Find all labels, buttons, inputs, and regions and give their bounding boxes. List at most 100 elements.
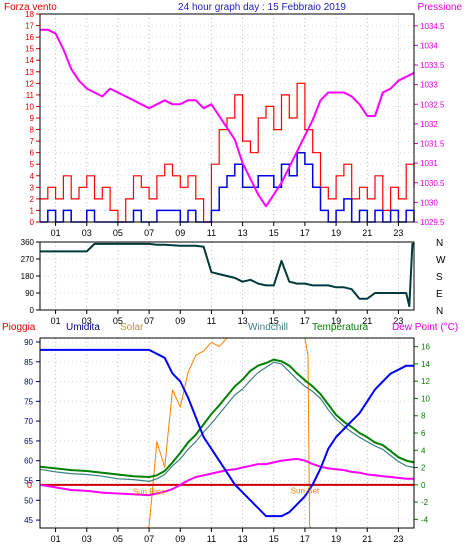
chart-title: 24 hour graph day : 15 Febbraio 2019 bbox=[178, 2, 346, 13]
humidity-ytick-label: 50 bbox=[24, 496, 33, 505]
pressure-ytick-label: 1031 bbox=[420, 159, 438, 168]
temperature-ytick-label: 16 bbox=[421, 343, 430, 352]
direction-panel-xtick-label: 03 bbox=[82, 316, 92, 326]
sunset-label: Sun Set bbox=[291, 487, 320, 496]
pressure-ytick-label: 1034 bbox=[420, 41, 438, 50]
climate-panel-xtick-label: 07 bbox=[144, 534, 154, 544]
temperature-ytick-label: -4 bbox=[421, 515, 429, 524]
temperature-ytick-label: -2 bbox=[421, 498, 429, 507]
direction-panel-frame bbox=[39, 241, 415, 311]
legend-solar: Solar bbox=[120, 322, 144, 333]
wind-panel-xtick-label: 03 bbox=[82, 228, 92, 238]
climate-panel-xtick-label: 09 bbox=[175, 534, 185, 544]
temperature-ytick-label: 14 bbox=[421, 360, 430, 369]
pressure-ytick-label: 1030 bbox=[420, 198, 438, 207]
legend-pioggia: Pioggia bbox=[2, 322, 36, 333]
wind-panel-xtick-label: 15 bbox=[269, 228, 279, 238]
direction-panel-xtick-label: 07 bbox=[144, 316, 154, 326]
wind-panel-xtick-label: 19 bbox=[331, 228, 341, 238]
climate-panel-xtick-label: 19 bbox=[331, 534, 341, 544]
dew-point-series-line bbox=[39, 457, 414, 497]
direction-panel-xtick-label: 09 bbox=[175, 316, 185, 326]
wind-ytick-label: 17 bbox=[25, 22, 34, 31]
pressure-ytick-label: 1030.5 bbox=[420, 179, 445, 188]
wind-panel-xtick-label: 13 bbox=[238, 228, 248, 238]
climate-panel-xtick-label: 17 bbox=[300, 534, 310, 544]
direction-ytick-label: 360 bbox=[21, 238, 35, 247]
wind-ytick-label: 7 bbox=[30, 137, 35, 146]
direction-panel-xtick-label: 05 bbox=[113, 316, 123, 326]
temperature-ytick-label: 0 bbox=[421, 481, 426, 490]
direction-panel-xtick-label: 19 bbox=[331, 316, 341, 326]
pressure-ytick-label: 1032.5 bbox=[420, 100, 445, 109]
climate-panel-frame bbox=[39, 337, 415, 529]
wind-ytick-label: 18 bbox=[25, 10, 34, 19]
direction-ytick-label: 90 bbox=[25, 289, 34, 298]
compass-label: S bbox=[436, 272, 443, 283]
wind-panel-xtick-label: 07 bbox=[144, 228, 154, 238]
humidity-ytick-label: 90 bbox=[24, 338, 33, 347]
legend-dew-point-c: Dew Point (°C) bbox=[392, 322, 458, 333]
humidity-series-line bbox=[40, 348, 414, 518]
windchill-series-line bbox=[39, 361, 415, 482]
wind-panel-xtick-label: 05 bbox=[113, 228, 123, 238]
wind-axis-title: Forza vento bbox=[4, 2, 57, 13]
direction-ytick-label: 270 bbox=[21, 255, 35, 264]
legend-windchill: Windchill bbox=[248, 322, 288, 333]
climate-panel-xtick-label: 11 bbox=[207, 534, 216, 544]
wind-ytick-label: 9 bbox=[30, 114, 35, 123]
wind-ytick-label: 2 bbox=[30, 195, 35, 204]
compass-label: N bbox=[436, 238, 443, 249]
pressure-ytick-label: 1033 bbox=[420, 81, 438, 90]
wind-panel-xtick-label: 23 bbox=[393, 228, 403, 238]
wind-panel-xtick-label: 21 bbox=[362, 228, 372, 238]
wind-panel-xtick-label: 09 bbox=[175, 228, 185, 238]
pressure-ytick-label: 1032 bbox=[420, 120, 438, 129]
wind-ytick-label: 1 bbox=[30, 206, 35, 215]
compass-label: N bbox=[436, 306, 443, 317]
direction-panel-xtick-label: 11 bbox=[207, 316, 216, 326]
wind-panel-frame bbox=[39, 13, 415, 223]
legend-temperatura: Temperatura bbox=[312, 322, 369, 333]
humidity-ytick-label: 60 bbox=[24, 457, 33, 466]
humidity-ytick-label: 70 bbox=[24, 417, 33, 426]
humidity-ytick-label: 75 bbox=[24, 397, 33, 406]
temperature-ytick-label: 4 bbox=[421, 446, 426, 455]
rain-value-label: 0 bbox=[27, 480, 32, 490]
direction-series-line bbox=[40, 242, 414, 308]
temperature-ytick-label: 10 bbox=[421, 394, 430, 403]
pressure-ytick-label: 1029.5 bbox=[420, 218, 445, 227]
direction-panel-xtick-label: 01 bbox=[51, 316, 61, 326]
wind-ytick-label: 11 bbox=[26, 91, 35, 100]
direction-ytick-label: 180 bbox=[21, 272, 35, 281]
wind-ytick-label: 3 bbox=[30, 183, 35, 192]
temperature-ytick-label: 8 bbox=[421, 412, 426, 421]
climate-panel-xtick-label: 03 bbox=[82, 534, 92, 544]
temperature-ytick-label: 12 bbox=[421, 377, 430, 386]
wind-ytick-label: 12 bbox=[25, 79, 34, 88]
humidity-ytick-label: 80 bbox=[24, 378, 33, 387]
wind-ytick-label: 14 bbox=[25, 56, 34, 65]
direction-panel-xtick-label: 13 bbox=[238, 316, 248, 326]
climate-panel-xtick-label: 13 bbox=[238, 534, 248, 544]
direction-panel-xtick-label: 15 bbox=[269, 316, 279, 326]
direction-panel-xtick-label: 21 bbox=[362, 316, 372, 326]
direction-panel-xtick-label: 17 bbox=[300, 316, 310, 326]
wind-ytick-label: 16 bbox=[25, 33, 34, 42]
temperature-series-line bbox=[39, 358, 415, 478]
temperature-ytick-label: 2 bbox=[421, 464, 426, 473]
wind-panel-xtick-label: 17 bbox=[300, 228, 310, 238]
humidity-ytick-label: 65 bbox=[24, 437, 33, 446]
pressure-ytick-label: 1033.5 bbox=[420, 61, 445, 70]
climate-panel-xtick-label: 21 bbox=[362, 534, 372, 544]
legend-umidita: Umidita bbox=[66, 322, 100, 333]
wind-panel-xtick-label: 01 bbox=[51, 228, 61, 238]
compass-label: E bbox=[436, 289, 443, 300]
climate-panel-xtick-label: 23 bbox=[393, 534, 403, 544]
pressure-axis-title: Pressione bbox=[418, 2, 463, 13]
compass-label: W bbox=[436, 255, 446, 266]
climate-panel-xtick-label: 15 bbox=[269, 534, 279, 544]
humidity-ytick-label: 55 bbox=[24, 477, 33, 486]
